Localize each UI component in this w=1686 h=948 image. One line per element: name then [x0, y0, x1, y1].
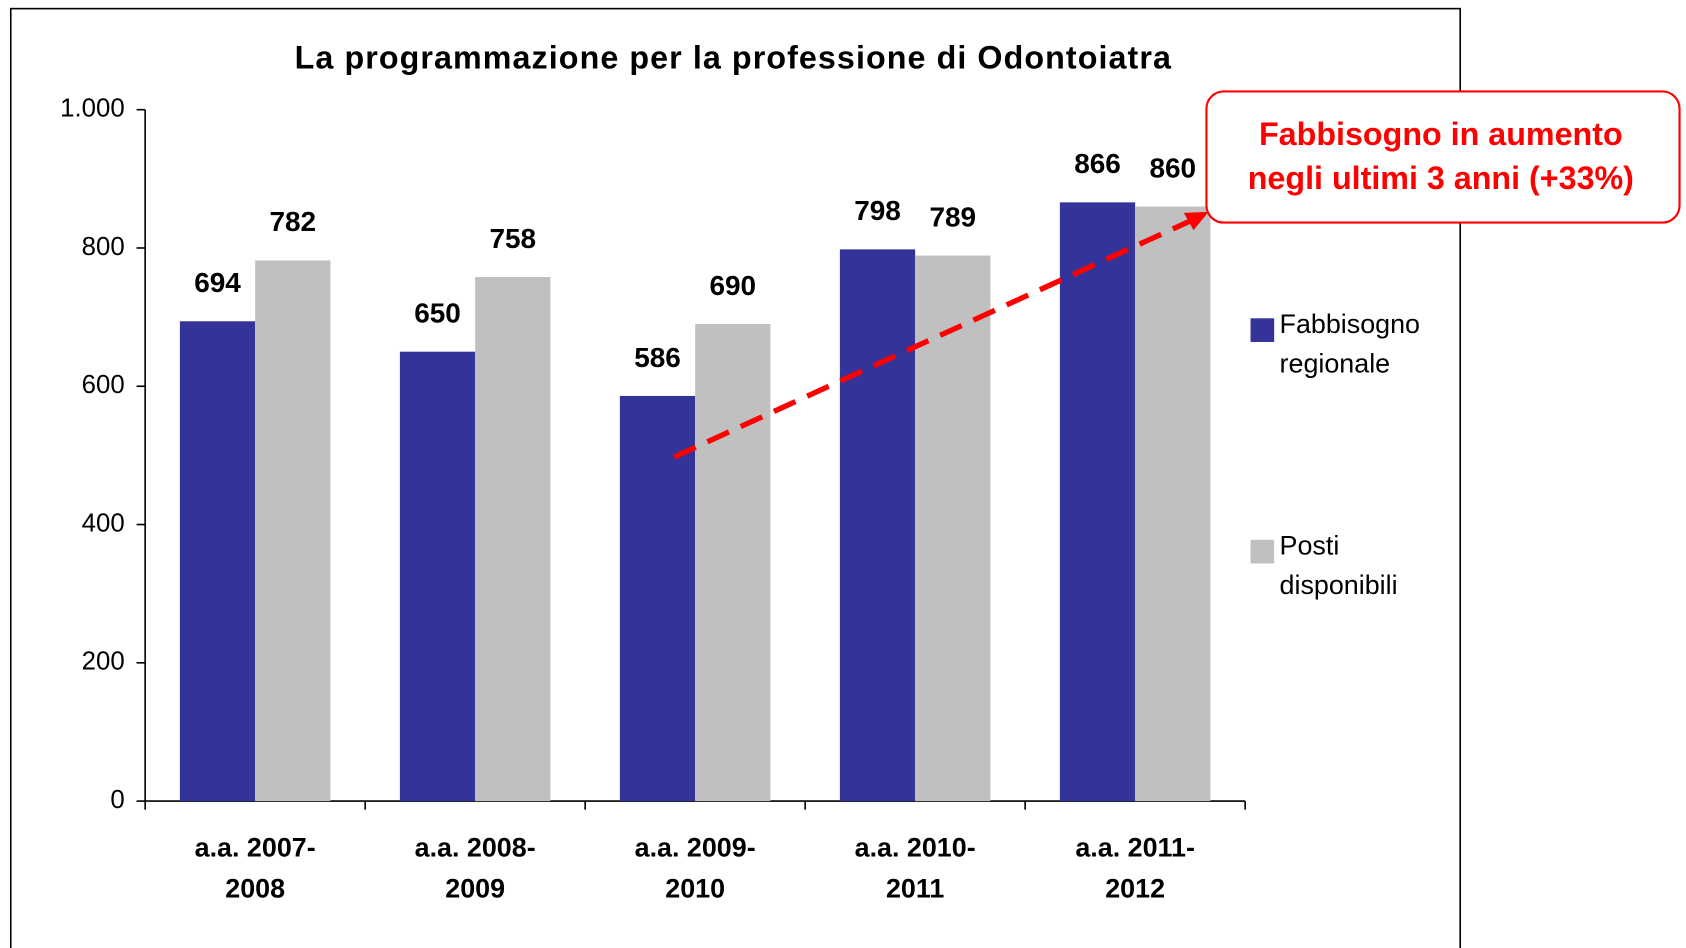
legend-label: Posti disponibili	[1280, 530, 1398, 600]
value-label: 586	[634, 342, 681, 373]
value-label: 860	[1149, 152, 1196, 183]
annotation-box	[1205, 90, 1681, 224]
y-tick-label: 0	[110, 786, 124, 814]
chart-title: La programmazione per la professione di …	[295, 40, 1172, 76]
x-tick-label: a.a. 2010-	[855, 833, 976, 863]
bar	[399, 351, 476, 802]
trend-arrow	[673, 218, 1193, 460]
bar	[619, 395, 696, 802]
bar	[915, 255, 991, 802]
y-tick-label: 600	[82, 371, 125, 399]
bar	[1059, 202, 1136, 802]
arrow-head	[1183, 211, 1209, 231]
value-label: 694	[194, 267, 241, 298]
annotation: negli ultimi 3 anni (+33%)	[1248, 160, 1634, 196]
value-label: 798	[854, 195, 901, 226]
bar	[179, 321, 256, 802]
annotation: Fabbisogno in aumento	[1259, 116, 1623, 152]
y-tick-label: 400	[82, 509, 125, 537]
bar	[255, 260, 331, 802]
bar	[1135, 206, 1211, 802]
legend-swatch	[1250, 539, 1275, 564]
x-tick-label: 2008	[225, 873, 285, 903]
x-tick-label: 2010	[665, 873, 725, 903]
value-label: 789	[929, 201, 976, 232]
value-label: 650	[414, 298, 461, 329]
x-tick-label: a.a. 2008-	[415, 833, 536, 863]
legend-swatch	[1250, 318, 1275, 342]
value-label: 690	[709, 270, 756, 301]
bar	[839, 249, 916, 802]
value-label: 782	[269, 206, 316, 237]
x-tick-label: 2009	[445, 873, 505, 903]
x-tick-label: 2012	[1105, 873, 1165, 903]
bar	[475, 277, 551, 802]
legend-label: Fabbisogno regionale	[1280, 309, 1420, 379]
value-label: 758	[489, 223, 536, 254]
x-tick-label: a.a. 2007-	[195, 833, 316, 863]
y-tick-label: 1.000	[60, 95, 125, 123]
y-tick-label: 800	[82, 233, 125, 261]
x-tick-label: 2011	[886, 873, 944, 903]
x-tick-label: a.a. 2009-	[635, 833, 756, 863]
bar	[695, 324, 771, 802]
value-label: 866	[1074, 148, 1121, 179]
y-tick-label: 200	[82, 648, 125, 676]
x-tick-label: a.a. 2011-	[1075, 833, 1195, 863]
